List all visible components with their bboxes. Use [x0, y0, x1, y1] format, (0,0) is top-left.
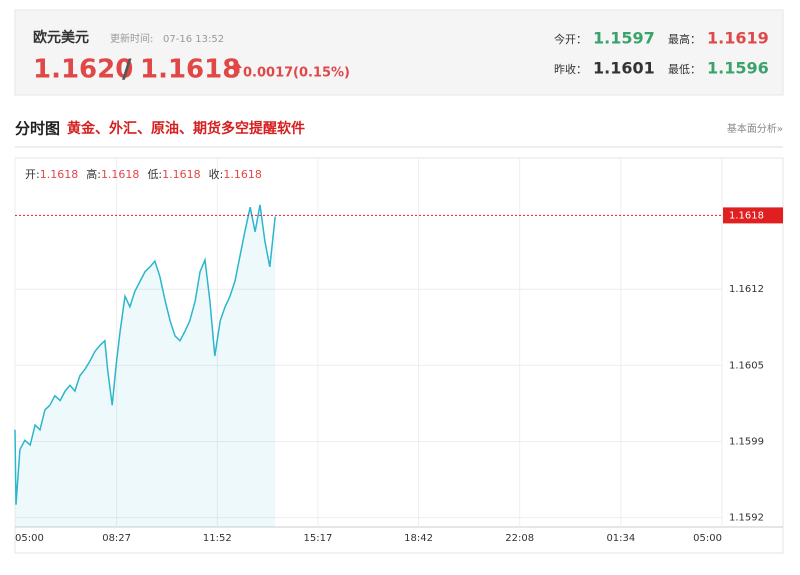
x-tick-label: 05:00	[15, 533, 44, 544]
analysis-link[interactable]: 基本面分析»	[727, 122, 783, 135]
change-pct: (0.15%)	[293, 66, 350, 81]
x-tick-label: 01:34	[606, 533, 635, 544]
stat-value: 1.1619	[707, 29, 769, 48]
ohlc-value: 1.1618	[162, 168, 201, 181]
ohlc-label: 低:	[147, 168, 162, 181]
stat-label: 昨收：	[554, 62, 587, 76]
bid-price: 1.1620	[33, 55, 133, 85]
pair-name: 欧元美元	[33, 29, 89, 46]
last-price-box	[723, 207, 783, 224]
x-tick-label: 08:27	[102, 533, 131, 544]
stat-value: 1.1597	[593, 29, 655, 48]
x-tick-label: 15:17	[304, 533, 333, 544]
x-tick-label: 05:00	[693, 533, 722, 544]
x-tick-label: 18:42	[404, 533, 433, 544]
y-tick-label: 1.1599	[729, 436, 764, 447]
x-tick-label: 22:08	[505, 533, 534, 544]
stat-label: 最低：	[668, 63, 701, 76]
stat-value: 1.1601	[593, 59, 655, 78]
ask-price: 1.1618	[140, 55, 240, 85]
stat-value: 1.1596	[707, 59, 769, 78]
promo-link[interactable]: 黄金、外汇、原油、期货多空提醒软件	[67, 120, 305, 137]
ohlc-value: 1.1618	[101, 168, 140, 181]
separator: /	[122, 55, 132, 85]
quote-panel	[14, 9, 784, 96]
update-label: 更新时间:	[110, 32, 153, 45]
up-arrow	[234, 63, 242, 73]
ohlc-value: 1.1618	[223, 168, 262, 181]
y-tick-label: 1.1612	[729, 284, 764, 295]
update-time: 07-16 13:52	[163, 34, 224, 45]
ohlc-label: 高:	[86, 167, 101, 181]
change: 0.0017	[243, 66, 293, 81]
ohlc-value: 1.1618	[40, 168, 79, 181]
stat-label: 最高：	[668, 32, 701, 46]
last-price-label: 1.1618	[729, 210, 764, 221]
x-tick-label: 11:52	[203, 533, 232, 544]
price-area	[15, 204, 276, 527]
ohlc-label: 开:	[25, 168, 40, 181]
y-tick-label: 1.1592	[729, 513, 764, 524]
section-title: 分时图	[15, 120, 60, 138]
plot: 05:00 08:27 11:52 15:17 18:42 22:08 01:34 05:00…	[14, 158, 783, 544]
price-line	[14, 204, 276, 505]
y-tick-label: 1.1605	[729, 360, 764, 371]
ohlc-label: 收:	[209, 167, 224, 181]
stat-label: 今开：	[554, 32, 587, 46]
